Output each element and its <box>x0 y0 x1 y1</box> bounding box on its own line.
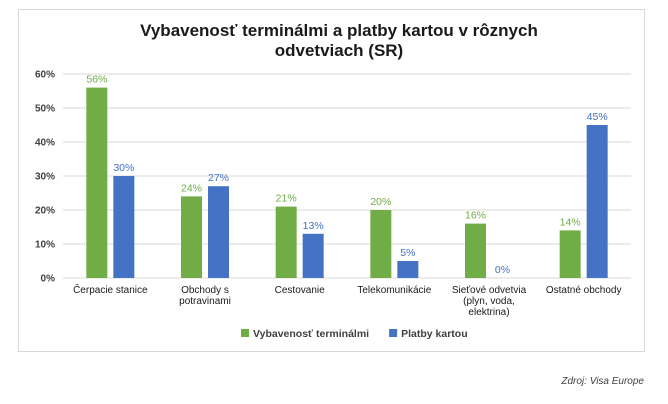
category-label: Sieťové odvetvia <box>452 285 527 296</box>
bar <box>302 233 324 278</box>
data-label: 21% <box>276 193 297 205</box>
data-label: 30% <box>113 162 134 174</box>
chart-title: Vybavenosť terminálmi a platby kartou v … <box>140 21 538 40</box>
y-tick-label: 10% <box>35 240 55 251</box>
legend-label: Vybavenosť terminálmi <box>253 328 369 340</box>
bar <box>181 196 202 278</box>
y-tick-label: 30% <box>35 172 55 183</box>
y-tick-label: 60% <box>35 70 55 81</box>
category-label: Telekomunikácie <box>357 285 431 296</box>
chart-frame: Vybavenosť terminálmi a platby kartou v … <box>18 9 645 352</box>
bar <box>208 186 229 278</box>
category-label: (plyn, voda, <box>463 296 515 307</box>
legend-swatch <box>241 329 249 337</box>
bar <box>397 261 419 278</box>
data-label: 5% <box>400 247 415 259</box>
bar <box>559 230 581 278</box>
data-label: 24% <box>181 182 202 194</box>
category-label: elektrina) <box>468 307 509 318</box>
category-label: Obchody s <box>181 285 229 296</box>
data-label: 14% <box>560 216 581 228</box>
bar <box>275 206 297 278</box>
bar <box>586 125 608 278</box>
y-tick-label: 40% <box>35 138 55 149</box>
bar <box>370 210 392 278</box>
bar-chart: Vybavenosť terminálmi a platby kartou v … <box>35 21 631 340</box>
data-label: 20% <box>370 196 391 208</box>
y-tick-label: 50% <box>35 104 55 115</box>
category-label: Čerpacie stanice <box>73 283 148 296</box>
y-tick-label: 0% <box>41 274 56 285</box>
data-label: 0% <box>495 264 510 276</box>
category-label: Ostatné obchody <box>546 285 622 296</box>
y-tick-label: 20% <box>35 206 55 217</box>
data-label: 56% <box>86 74 107 86</box>
category-label: Cestovanie <box>275 285 325 296</box>
category-label: potravinami <box>179 296 231 307</box>
chart-title: odvetviach (SR) <box>275 41 403 60</box>
data-label: 16% <box>465 210 486 222</box>
data-label: 27% <box>208 172 229 184</box>
source-note: Zdroj: Visa Europe <box>561 376 644 387</box>
legend-label: Platby kartou <box>401 328 468 340</box>
bar <box>465 223 486 278</box>
bar <box>86 87 108 278</box>
bar <box>113 176 135 278</box>
data-label: 13% <box>303 220 324 232</box>
data-label: 45% <box>587 111 608 123</box>
legend-swatch <box>389 329 398 337</box>
